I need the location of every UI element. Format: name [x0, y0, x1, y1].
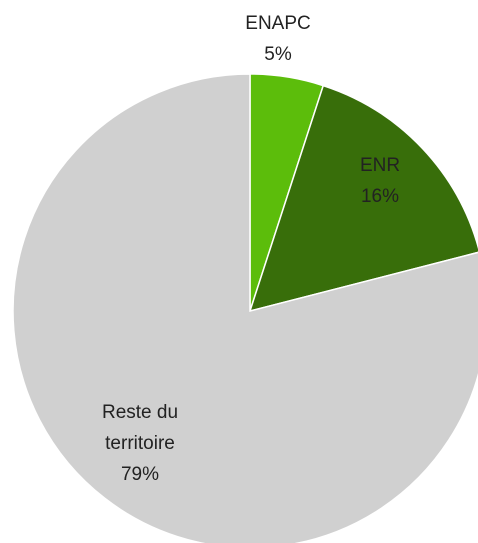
value-label: 79% [120, 464, 160, 485]
slice-label: ENAPC 5% [213, 8, 343, 70]
value-label: 5% [264, 44, 292, 65]
pie-slice [248, 84, 478, 313]
category-label: Reste du territoire [101, 402, 179, 454]
category-label: ENAPC [245, 13, 311, 34]
value-label: 16% [360, 186, 400, 207]
slice-label: ENR 16% [315, 150, 445, 212]
pie-slice [12, 73, 478, 543]
category-label: ENR [359, 155, 401, 176]
slice-label: Reste du territoire 79% [85, 397, 195, 490]
